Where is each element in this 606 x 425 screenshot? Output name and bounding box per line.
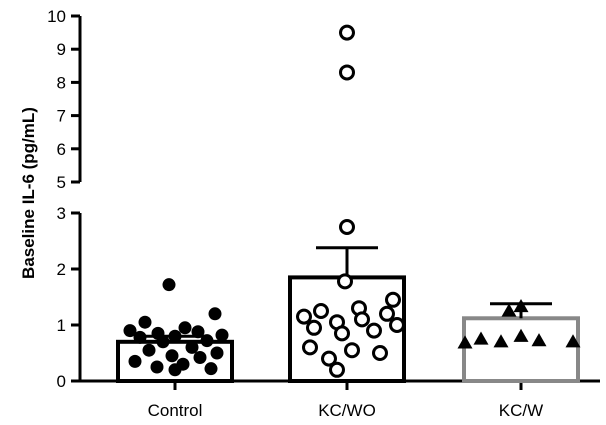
data-point-control	[200, 334, 214, 348]
y-tick-label: 10	[47, 7, 66, 26]
data-point-kc-w	[565, 334, 581, 348]
data-point-kc-w	[513, 299, 529, 313]
x-tick-label: KC/W	[499, 401, 543, 420]
data-point-kc-wo	[354, 311, 370, 328]
data-point-kc-wo	[344, 342, 360, 359]
data-point-kc-wo	[334, 325, 350, 342]
data-point-control	[123, 324, 137, 338]
data-point-control	[168, 329, 182, 343]
data-point-control	[178, 321, 192, 335]
data-point-kc-wo	[389, 317, 405, 333]
data-point-control	[204, 362, 218, 376]
y-tick-label: 3	[57, 204, 66, 223]
data-point-kc-w	[457, 335, 473, 349]
data-point-kc-wo	[306, 319, 322, 336]
data-point-kc-wo	[313, 303, 329, 319]
data-point-control	[185, 340, 199, 354]
data-point-kc-wo	[385, 291, 401, 308]
data-point-kc-w	[513, 328, 529, 342]
y-tick-label: 2	[57, 260, 66, 279]
data-point-control	[193, 350, 207, 364]
data-point-kc-w	[531, 333, 547, 347]
data-point-control	[191, 325, 205, 339]
data-point-kc-wo	[339, 219, 355, 235]
data-point-control	[150, 360, 164, 374]
data-point-kc-wo	[372, 345, 388, 361]
data-point-kc-wo	[339, 24, 355, 41]
data-point-control	[133, 330, 147, 344]
y-axis-label: Baseline IL-6 (pg/mL)	[19, 107, 38, 279]
y-tick-label: 9	[57, 40, 66, 59]
data-point-control	[168, 363, 182, 377]
bar-kc-w	[462, 316, 580, 383]
data-point-control	[162, 278, 176, 292]
data-point-kc-wo	[379, 305, 395, 322]
y-tick-label: 5	[57, 173, 66, 192]
y-tick-label: 7	[57, 107, 66, 126]
data-point-control	[208, 307, 222, 321]
y-tick-label: 0	[57, 372, 66, 391]
data-point-kc-wo	[302, 339, 318, 356]
data-point-control	[215, 328, 229, 342]
data-point-kc-wo	[366, 322, 382, 339]
points-layer	[123, 24, 581, 378]
data-point-control	[128, 354, 142, 368]
y-tick-label: 8	[57, 73, 66, 92]
data-point-kc-w	[493, 334, 509, 348]
data-point-control	[138, 315, 152, 329]
data-point-control	[142, 343, 156, 357]
data-point-kc-wo	[337, 273, 353, 290]
data-point-control	[210, 346, 224, 360]
data-point-kc-wo	[329, 361, 345, 378]
data-point-control	[156, 335, 170, 349]
data-point-kc-w	[501, 303, 517, 317]
y-tick-label: 1	[57, 316, 66, 335]
data-point-kc-wo	[296, 308, 312, 325]
data-point-control	[165, 349, 179, 363]
x-tick-label: Control	[148, 401, 203, 420]
y-tick-label: 6	[57, 140, 66, 159]
data-point-kc-wo	[321, 350, 337, 367]
x-tick-label: KC/WO	[318, 401, 376, 420]
data-point-kc-w	[473, 331, 489, 345]
data-point-kc-wo	[339, 64, 355, 81]
